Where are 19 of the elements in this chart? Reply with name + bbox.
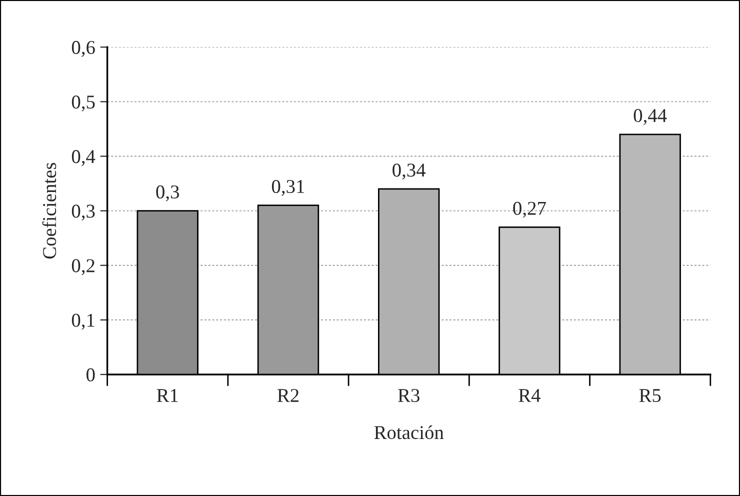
data-label: 0,34 xyxy=(392,164,426,180)
x-tick-label: R1 xyxy=(156,389,178,402)
x-tick-label: R3 xyxy=(398,388,420,402)
y-tick-label: 0,5 xyxy=(72,95,95,112)
y-tick-label: 0 xyxy=(86,368,95,382)
y-tick-label: 0,4 xyxy=(72,150,96,166)
y-axis-title: Coeficientes xyxy=(42,162,56,259)
x-tick-label: R5 xyxy=(639,389,661,402)
y-tick-label: 0,3 xyxy=(72,204,95,221)
x-axis-title: Rotación xyxy=(374,425,444,440)
x-tick-label: R2 xyxy=(277,388,299,402)
y-tick-label: 0,2 xyxy=(72,259,94,276)
data-label: 0,44 xyxy=(634,109,667,125)
y-tick-label: 0,1 xyxy=(72,314,94,330)
x-tick-label: R4 xyxy=(518,389,541,402)
y-tick-label: 0,6 xyxy=(72,40,95,57)
data-label: 0,3 xyxy=(156,185,180,202)
data-label: 0,27 xyxy=(513,202,546,218)
data-label: 0,31 xyxy=(272,180,304,196)
